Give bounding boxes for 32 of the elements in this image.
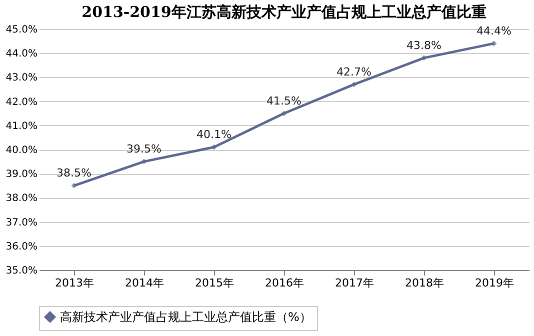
- point: [491, 40, 497, 46]
- point: [71, 182, 77, 188]
- y-tick-label: 38.0%: [6, 193, 38, 204]
- y-tick-label: 45.0%: [6, 24, 38, 36]
- x-tick-label: 2013年: [55, 276, 94, 290]
- y-tick-label: 41.0%: [6, 120, 38, 132]
- y-tick-label: 36.0%: [6, 241, 38, 252]
- x-tick-label: 2015年: [195, 276, 234, 290]
- x-tick-label: 2019年: [475, 276, 514, 290]
- data-label: 41.5%: [266, 94, 302, 108]
- point: [351, 82, 357, 88]
- x-tick-label: 2017年: [335, 276, 374, 290]
- point: [281, 110, 287, 116]
- y-tick-label: 39.0%: [6, 169, 38, 180]
- y-tick-label: 37.0%: [6, 217, 38, 228]
- data-label: 43.8%: [406, 38, 442, 52]
- x-tick-label: 2016年: [265, 276, 304, 290]
- data-label: 39.5%: [126, 142, 162, 156]
- x-tick-label: 2018年: [405, 276, 444, 290]
- data-label: 44.4%: [476, 24, 512, 38]
- data-label: 40.1%: [196, 128, 232, 142]
- y-tick-label: 44.0%: [6, 48, 38, 60]
- x-tick-label: 2014年: [125, 276, 164, 290]
- legend-label: 高新技术产业产值占规上工业总产值比重（%）: [60, 310, 312, 324]
- y-tick-label: 43.0%: [6, 72, 38, 84]
- data-label: 42.7%: [336, 65, 372, 78]
- y-tick-label: 40.0%: [6, 145, 38, 156]
- y-tick-label: 35.0%: [6, 266, 38, 276]
- y-tick-label: 42.0%: [6, 96, 38, 108]
- chart-title: 2013-2019年江苏高新技术产业产值占规上工业总产值比重: [82, 3, 486, 21]
- point: [141, 158, 147, 164]
- data-label: 38.5%: [56, 166, 92, 180]
